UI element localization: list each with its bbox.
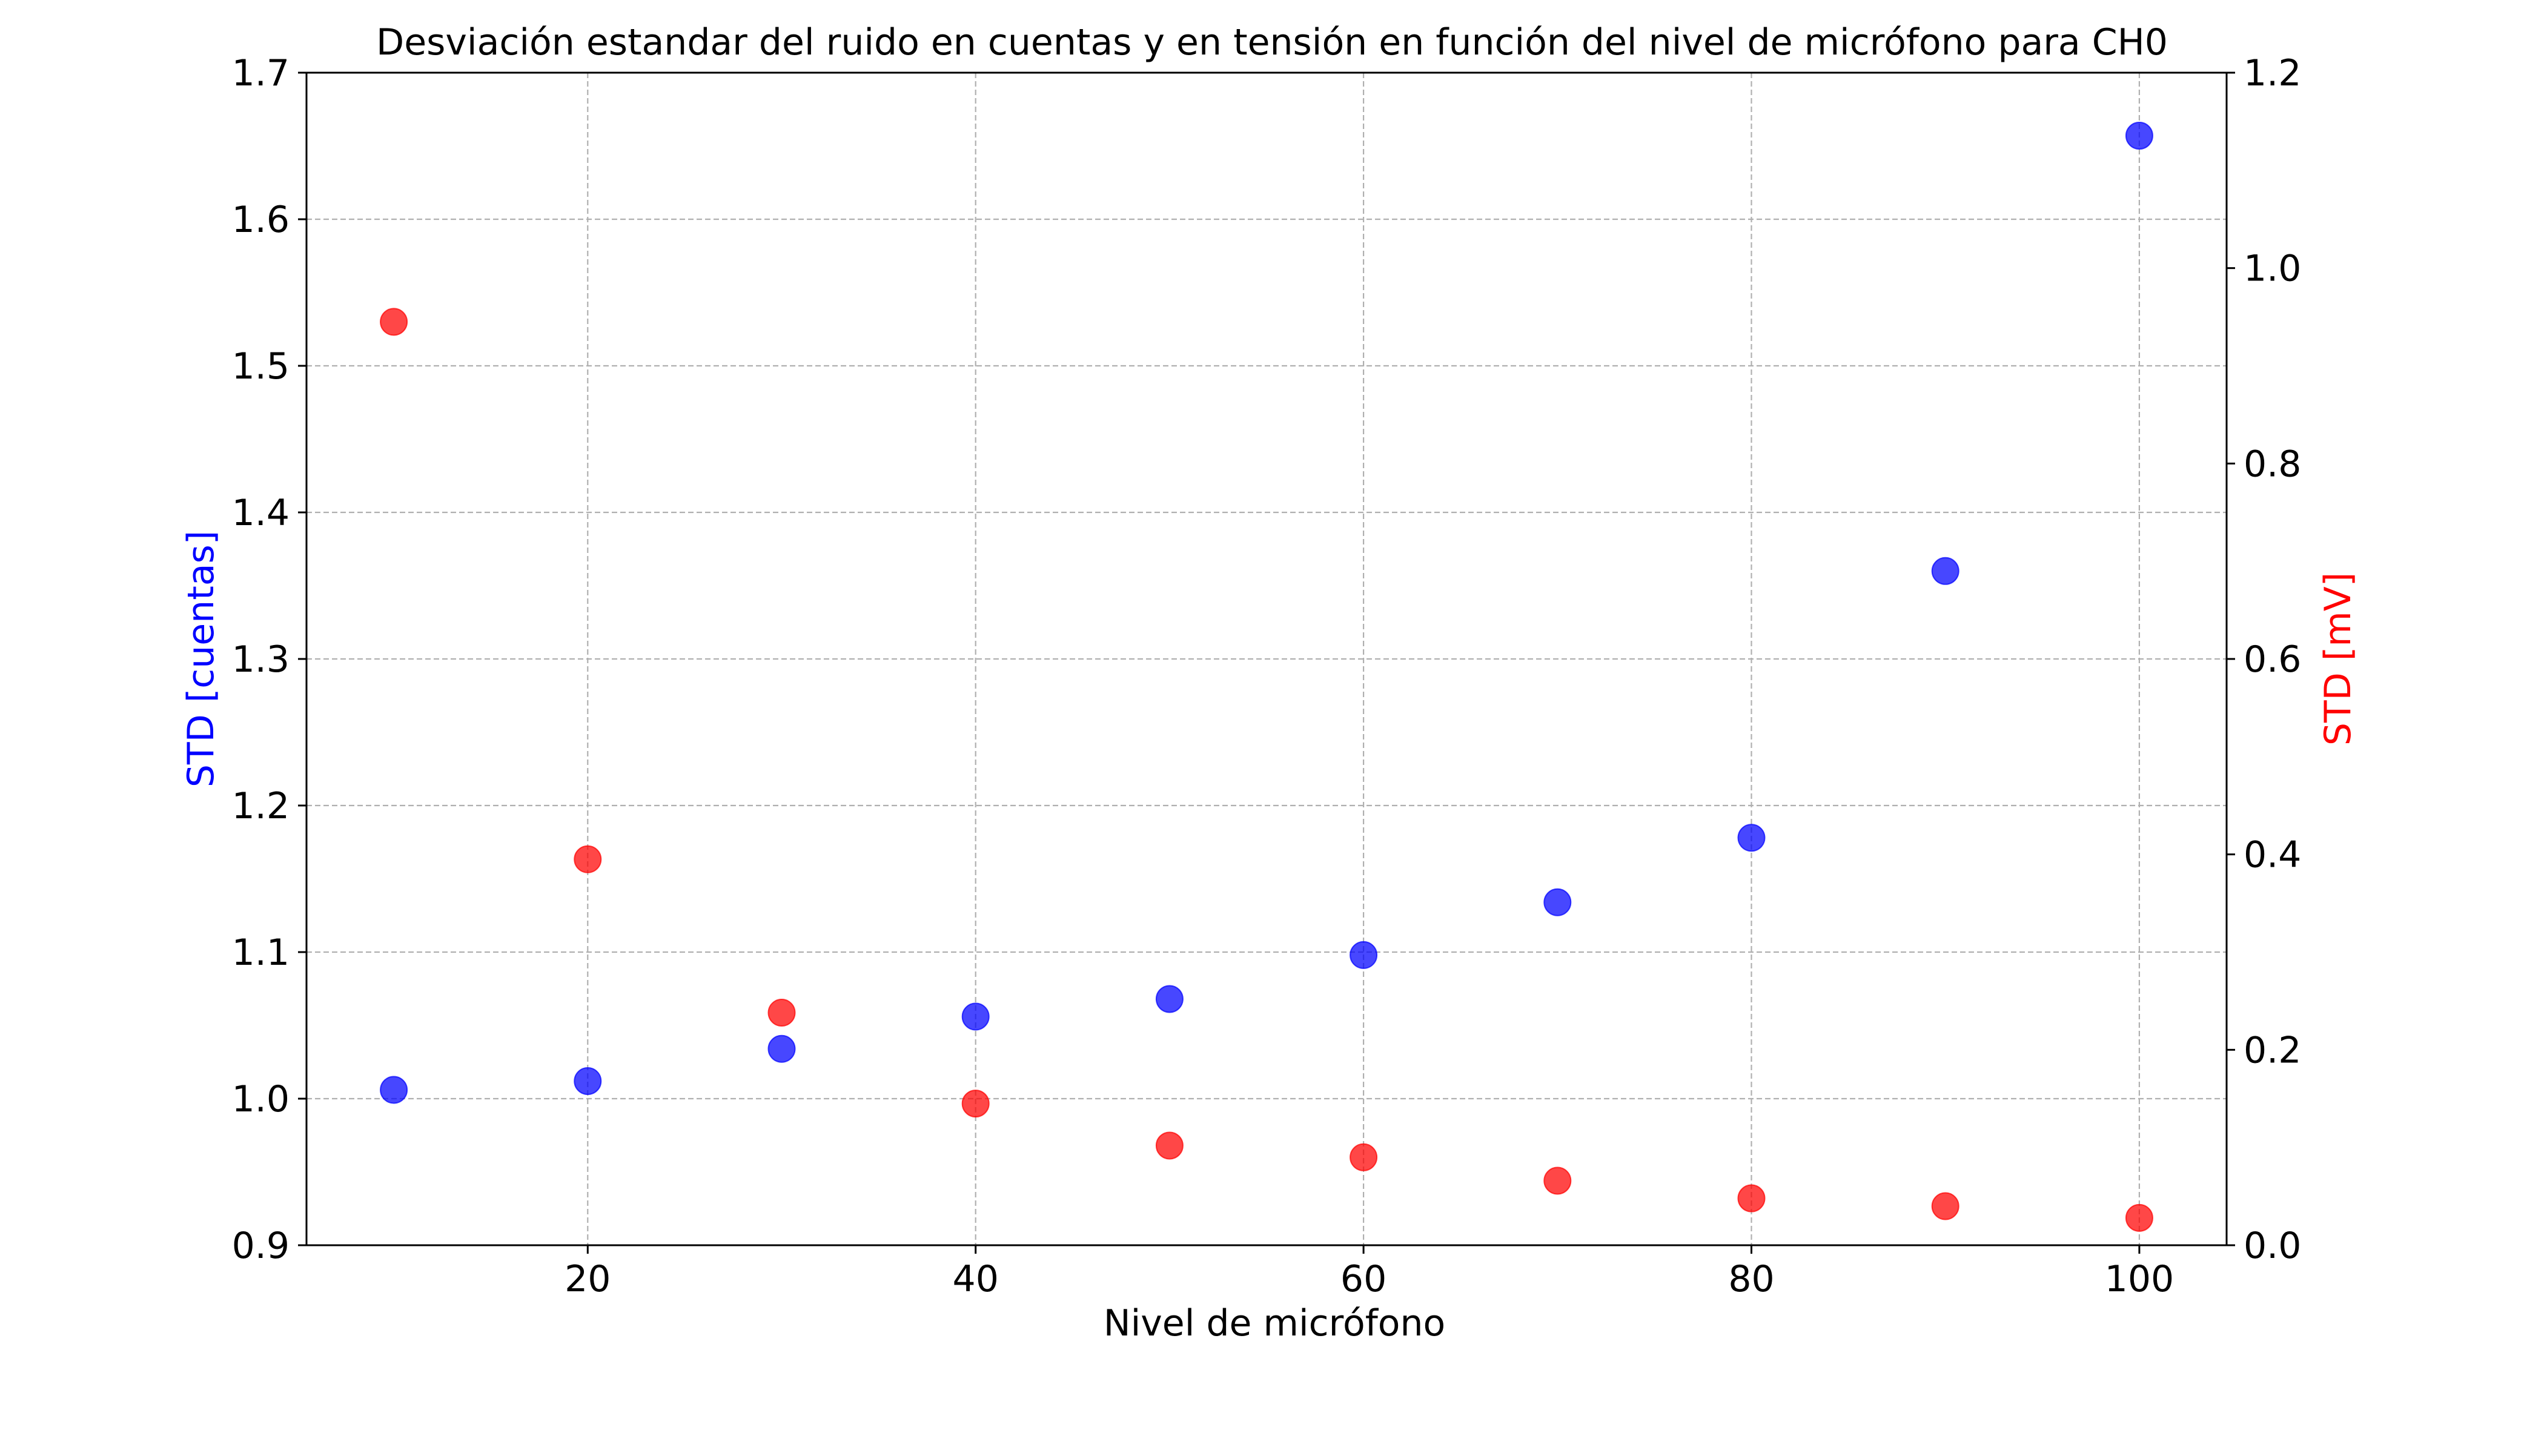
y-left-tick-label: 1.4: [232, 492, 290, 534]
y-left-tick-label: 1.0: [232, 1078, 290, 1120]
red-data-point: [1543, 1166, 1572, 1195]
y-left-tick-label: 1.7: [232, 52, 290, 94]
blue-data-point: [961, 1002, 990, 1031]
red-data-point: [2125, 1203, 2153, 1232]
red-data-point: [1737, 1184, 1766, 1213]
x-tick-label: 60: [1340, 1258, 1386, 1300]
y-left-tick-label: 0.9: [232, 1225, 290, 1267]
plot-frame: [305, 71, 2228, 1246]
y-left-tick-label: 1.5: [232, 345, 290, 388]
x-tick-label: 100: [2105, 1258, 2175, 1300]
right-axis-ticks: 0.0 0.2 0.4 0.6 0.8 1.0 1.2: [2227, 52, 2301, 1267]
y-right-tick-label: 0.8: [2244, 443, 2301, 485]
blue-data-point: [574, 1067, 602, 1095]
y-left-tick-label: 1.6: [232, 199, 290, 241]
blue-data-point: [380, 1076, 408, 1104]
blue-data-point: [1931, 557, 1959, 585]
blue-data-point: [767, 1034, 796, 1063]
y-left-tick-label: 1.2: [232, 785, 290, 827]
x-axis-label: Nivel de micrófono: [1104, 1302, 1446, 1345]
y-axis-right-label: STD [mV]: [2317, 572, 2359, 746]
series-right-std-mv: [380, 308, 2153, 1232]
y-right-tick-label: 0.0: [2244, 1225, 2301, 1267]
y-right-tick-label: 0.6: [2244, 638, 2301, 681]
y-right-tick-label: 0.4: [2244, 834, 2301, 876]
y-right-tick-label: 1.2: [2244, 52, 2301, 94]
series-left-std-cuentas: [380, 122, 2153, 1104]
red-data-point: [1931, 1192, 1959, 1220]
y-left-tick-label: 1.3: [232, 638, 290, 681]
red-data-point: [961, 1090, 990, 1118]
blue-data-point: [1737, 824, 1766, 852]
y-right-tick-label: 0.2: [2244, 1029, 2301, 1071]
x-tick-label: 40: [953, 1258, 999, 1300]
blue-data-point: [1543, 888, 1572, 916]
red-data-point: [380, 308, 408, 336]
red-data-point: [574, 845, 602, 873]
x-tick-label: 20: [565, 1258, 611, 1300]
y-axis-left-label: STD [cuentas]: [180, 531, 222, 787]
blue-data-point: [1350, 941, 1378, 969]
red-data-point: [1155, 1131, 1184, 1160]
chart-title: Desviación estandar del ruido en cuentas…: [376, 21, 2168, 64]
y-left-tick-label: 1.1: [232, 932, 290, 974]
left-axis-ticks: 0.9 1.0 1.1 1.2 1.3 1.4 1.5 1.6 1.7: [232, 52, 306, 1267]
red-data-point: [1350, 1143, 1378, 1171]
red-data-point: [767, 999, 796, 1027]
x-axis-ticks: 20 40 60 80 100: [565, 1245, 2174, 1300]
y-right-tick-label: 1.0: [2244, 248, 2301, 290]
x-tick-label: 80: [1728, 1258, 1774, 1300]
points-layer: [380, 122, 2153, 1232]
blue-data-point: [2125, 122, 2153, 150]
blue-data-point: [1155, 985, 1184, 1013]
